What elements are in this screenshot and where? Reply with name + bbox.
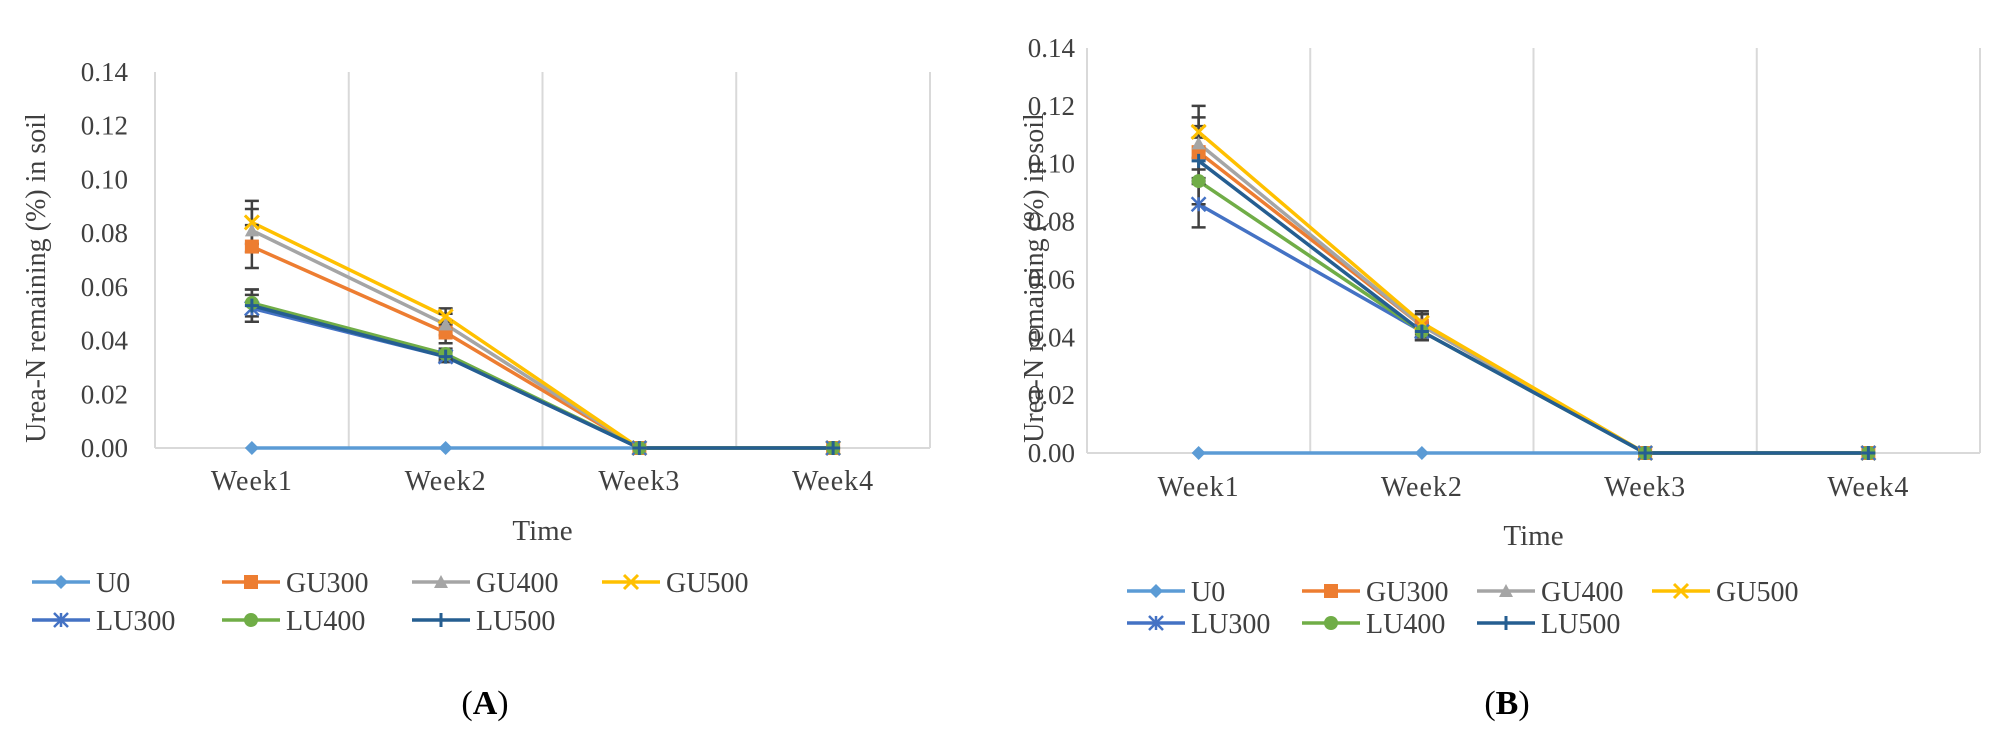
legend: U0 GU300 GU400 GU500 LU300 LU400 LU500 bbox=[32, 568, 748, 637]
data-point-U0 bbox=[1191, 446, 1206, 460]
legend-label: GU500 bbox=[666, 568, 748, 599]
data-point-GU500 bbox=[243, 214, 260, 231]
data-point-LU500 bbox=[1861, 446, 1876, 460]
legend-label: GU400 bbox=[476, 568, 558, 599]
data-point-LU500 bbox=[244, 298, 259, 313]
data-point-GU300 bbox=[244, 239, 259, 254]
x-axis-title: Time bbox=[1503, 520, 1563, 552]
series-line-LU500 bbox=[1197, 159, 1869, 455]
legend-marker-LU400 bbox=[244, 613, 258, 627]
legend-marker-GU300 bbox=[244, 575, 258, 589]
panel-label-paren: ( bbox=[1484, 685, 1495, 722]
y-tick-label: 0.14 bbox=[81, 57, 129, 87]
data-point-LU500 bbox=[438, 349, 453, 364]
panel-label: (B) bbox=[1484, 685, 1529, 722]
legend-marker-LU500 bbox=[434, 613, 448, 627]
legend-label: GU300 bbox=[1366, 577, 1448, 608]
y-tick-label: 0.02 bbox=[81, 379, 128, 409]
y-tick-label: 0.06 bbox=[1028, 264, 1075, 294]
panel-label-letter: A bbox=[473, 685, 498, 722]
x-tick-label: Week4 bbox=[792, 466, 874, 497]
legend-marker-LU300 bbox=[1148, 615, 1164, 631]
x-tick-label: Week4 bbox=[1827, 472, 1909, 503]
chart-panel-A: 0.00 0.02 0.04 0.06 0.08 0.10 0.12 0.14 Week1 Wee… bbox=[21, 57, 931, 722]
legend-label: LU500 bbox=[476, 606, 555, 637]
panel-label-letter: B bbox=[1496, 685, 1519, 722]
data-point-LU300 bbox=[1190, 196, 1207, 213]
y-tick-label: 0.06 bbox=[81, 272, 128, 302]
data-point-GU500 bbox=[437, 308, 454, 325]
data-point-U0 bbox=[244, 441, 259, 455]
legend-marker-GU500 bbox=[1672, 582, 1690, 600]
legend-marker-GU300 bbox=[1324, 584, 1338, 598]
x-tick-label: Week3 bbox=[1604, 472, 1686, 503]
x-tick-label: Week1 bbox=[1158, 472, 1240, 503]
legend-marker-LU400 bbox=[1324, 616, 1338, 630]
y-tick-label: 0.02 bbox=[1028, 380, 1075, 410]
panel-label-paren: ) bbox=[1518, 685, 1529, 722]
legend: U0 GU300 GU400 GU500 LU300 LU400 LU500 bbox=[1127, 577, 1798, 640]
legend-label: LU500 bbox=[1541, 609, 1620, 640]
panel-label: (A) bbox=[461, 685, 508, 722]
y-tick-label: 0.04 bbox=[81, 326, 129, 356]
legend-label: LU400 bbox=[1366, 609, 1445, 640]
y-tick-label: 0.08 bbox=[1028, 207, 1075, 237]
legend-marker-LU300 bbox=[53, 612, 69, 628]
data-point-LU500 bbox=[1638, 446, 1653, 460]
panel-label-paren: ) bbox=[497, 685, 508, 722]
y-tick-label: 0.12 bbox=[81, 111, 128, 141]
legend-label: U0 bbox=[96, 568, 130, 599]
data-point-U0 bbox=[438, 441, 453, 455]
y-axis-title: Urea-N remaining (%) in soil bbox=[1019, 113, 1050, 443]
x-tick-label: Week3 bbox=[598, 466, 680, 497]
y-tick-label: 0.08 bbox=[81, 218, 128, 248]
panel-label-paren: ( bbox=[461, 685, 472, 722]
data-point-GU400 bbox=[244, 223, 259, 237]
data-point-LU500 bbox=[1414, 324, 1429, 339]
y-tick-label: 0.00 bbox=[1028, 438, 1075, 468]
x-axis-title: Time bbox=[512, 515, 572, 547]
y-tick-label: 0.04 bbox=[1028, 322, 1076, 352]
legend-label: GU500 bbox=[1716, 577, 1798, 608]
legend-marker-LU500 bbox=[1499, 616, 1513, 630]
series-line-LU500 bbox=[251, 303, 834, 450]
legend-marker-GU400 bbox=[434, 575, 448, 588]
legend-marker-U0 bbox=[54, 575, 68, 589]
legend-label: U0 bbox=[1191, 577, 1225, 608]
legend-label: LU400 bbox=[286, 606, 365, 637]
data-point-GU500 bbox=[1190, 123, 1207, 140]
x-tick-label: Week2 bbox=[1381, 472, 1463, 503]
y-tick-label: 0.00 bbox=[81, 433, 128, 463]
legend-marker-GU500 bbox=[622, 573, 640, 591]
legend-marker-U0 bbox=[1149, 584, 1163, 598]
x-tick-label: Week2 bbox=[405, 466, 487, 497]
data-point-LU500 bbox=[1191, 153, 1206, 168]
y-tick-label: 0.10 bbox=[81, 164, 128, 194]
data-point-GU400 bbox=[438, 317, 453, 331]
legend-label: LU300 bbox=[96, 606, 175, 637]
data-point-GU400 bbox=[1191, 136, 1206, 150]
y-tick-label: 0.14 bbox=[1028, 33, 1076, 63]
legend-marker-GU400 bbox=[1499, 584, 1513, 597]
legend-label: LU300 bbox=[1191, 609, 1270, 640]
y-tick-label: 0.10 bbox=[1028, 149, 1075, 179]
y-tick-label: 0.12 bbox=[1028, 91, 1075, 121]
data-point-U0 bbox=[1414, 446, 1429, 460]
data-point-LU500 bbox=[826, 441, 841, 455]
data-point-LU400 bbox=[1191, 174, 1206, 189]
legend-label: GU400 bbox=[1541, 577, 1623, 608]
chart-panel-B: 0.00 0.02 0.04 0.06 0.08 0.10 0.12 0.14 Week1 Wee… bbox=[1019, 33, 1981, 722]
x-tick-label: Week1 bbox=[211, 466, 293, 497]
y-axis-title: Urea-N remaining (%) in soil bbox=[21, 113, 52, 443]
data-point-LU500 bbox=[632, 441, 647, 455]
legend-label: GU300 bbox=[286, 568, 368, 599]
